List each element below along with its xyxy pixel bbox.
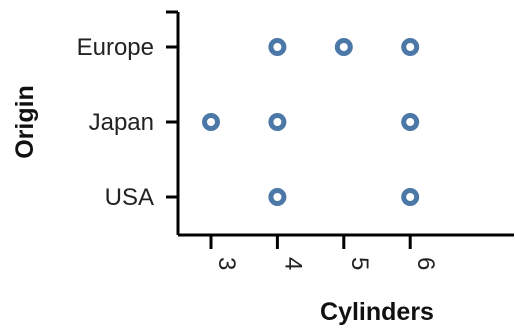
data-point: [202, 113, 220, 131]
x-tick-label: 6: [412, 257, 439, 270]
data-point: [334, 38, 353, 56]
x-axis-title: Cylinders: [320, 298, 434, 326]
x-axis-ticks: 34568: [209, 235, 439, 270]
x-tick-label: 4: [279, 257, 306, 270]
data-point: [268, 188, 287, 206]
y-axis-ticks: USA Japan Europe: [77, 10, 178, 211]
data-point: [401, 38, 420, 56]
x-tick-label: 3: [213, 257, 240, 270]
y-tick-label: USA: [105, 184, 154, 211]
data-point: [401, 188, 420, 206]
data-point: [268, 38, 287, 56]
data-point: [401, 113, 420, 131]
data-point: [268, 113, 287, 131]
y-tick-label: Europe: [77, 34, 154, 61]
data-points: [202, 38, 420, 206]
y-axis-title: Origin: [11, 85, 39, 159]
y-tick-label: Japan: [89, 109, 154, 136]
x-tick-label: 5: [346, 257, 373, 270]
